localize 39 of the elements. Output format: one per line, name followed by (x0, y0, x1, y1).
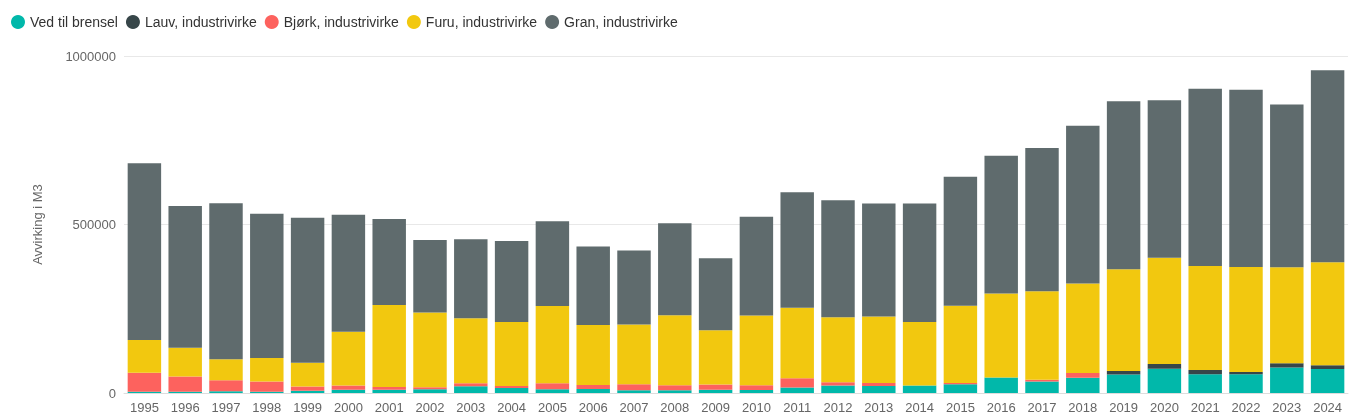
y-tick-label: 500000 (72, 217, 116, 232)
x-tick-label: 1999 (293, 400, 323, 414)
y-axis-title: Avvirking i M3 (30, 184, 45, 265)
x-tick-label: 2014 (905, 400, 935, 414)
legend-label: Lauv, industrivirke (144, 14, 257, 30)
x-tick-label: 2003 (456, 400, 486, 414)
x-tick-label: 2001 (374, 400, 404, 414)
x-tick-label: 2024 (1313, 400, 1343, 414)
legend-label: Ved til brensel (30, 14, 118, 30)
x-tick-label: 2013 (864, 400, 894, 414)
x-tick-label: 2023 (1272, 400, 1302, 414)
x-tick-label: 2010 (741, 400, 771, 414)
x-tick-label: 2018 (1068, 400, 1098, 414)
x-tick-label: 2008 (660, 400, 690, 414)
x-tick-label: 2022 (1231, 400, 1261, 414)
x-tick-label: 2016 (986, 400, 1016, 414)
x-tick-label: 2019 (1109, 400, 1139, 414)
x-tick-label: 1995 (129, 400, 159, 414)
y-tick-label: 0 (108, 385, 116, 401)
x-tick-label: 2015 (945, 400, 975, 414)
x-tick-label: 1996 (170, 400, 200, 414)
x-tick-label: 2004 (497, 400, 527, 414)
legend-label: Bjørk, industrivirke (283, 14, 400, 30)
x-tick-label: 2002 (415, 400, 445, 414)
x-tick-label: 2020 (1149, 400, 1179, 414)
x-tick-label: 2005 (537, 400, 567, 414)
x-tick-label: 2021 (1190, 400, 1220, 414)
legend-label: Furu, industrivirke (425, 14, 538, 30)
x-tick-label: 2006 (578, 400, 608, 414)
x-tick-label: 2000 (333, 400, 363, 414)
x-tick-label: 2011 (783, 400, 812, 414)
x-tick-label: 2007 (619, 400, 649, 414)
legend-label: Gran, industrivirke (564, 14, 678, 30)
x-tick-label: 2017 (1027, 400, 1057, 414)
x-tick-label: 1997 (211, 400, 241, 414)
y-tick-label: 1000000 (65, 48, 116, 64)
x-tick-label: 2012 (823, 400, 853, 414)
x-tick-label: 1998 (252, 400, 282, 414)
x-tick-label: 2009 (701, 400, 731, 414)
